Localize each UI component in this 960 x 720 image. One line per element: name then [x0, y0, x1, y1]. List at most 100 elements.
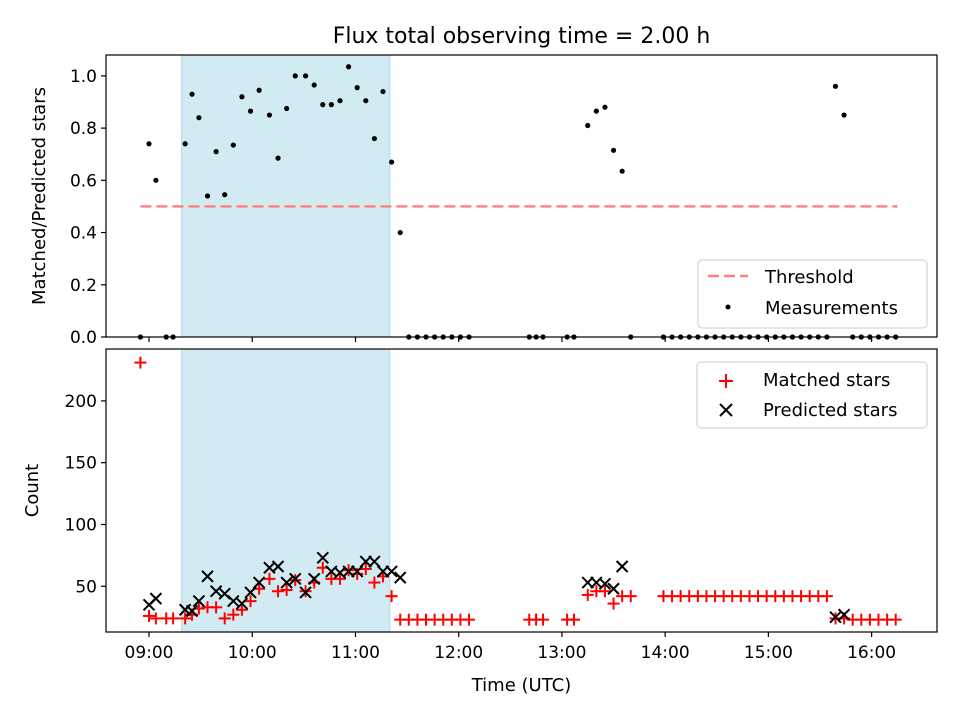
matched-star-point: [820, 590, 833, 603]
measurement-point: [397, 229, 403, 236]
predicted-star-point: [149, 592, 163, 605]
measurement-point: [239, 94, 245, 100]
top-axes-frame: [105, 54, 938, 338]
measurement-point: [585, 122, 591, 129]
bottom-y-axis-label: Count: [22, 464, 43, 517]
bottom-y-tick-label: 150: [65, 454, 97, 474]
measurement-point: [284, 105, 290, 112]
measurement-point: [619, 168, 625, 174]
predicted-star-point: [837, 608, 851, 621]
legend-threshold-label: Threshold: [764, 267, 854, 288]
top-y-tick-label: 0.0: [70, 328, 97, 348]
measurement-point: [182, 141, 188, 147]
legend-predicted-label: Predicted stars: [763, 400, 897, 421]
measurement-point: [354, 85, 360, 91]
matched-star-point: [143, 609, 156, 622]
predicted-star-point: [192, 594, 206, 608]
matched-star-point: [581, 588, 594, 601]
matched-star-point: [463, 613, 476, 626]
predicted-star-point: [307, 572, 321, 586]
x-axis-label: Time (UTC): [471, 675, 572, 696]
top-y-tick-label: 1.0: [70, 67, 97, 87]
bottom-legend: Matched stars Predicted stars: [696, 361, 928, 429]
predicted-star-point: [235, 597, 249, 610]
measurement-point: [320, 102, 326, 108]
predicted-star-point: [209, 585, 223, 598]
top-legend: Threshold Measurements: [697, 259, 928, 329]
predicted-star-point: [829, 610, 842, 624]
matched-star-point: [149, 612, 162, 625]
predicted-star-point: [271, 560, 285, 573]
matched-star-point: [167, 612, 180, 625]
legend-measurements-label: Measurements: [765, 298, 898, 319]
measurement-point: [266, 112, 273, 118]
predicted-star-point: [280, 576, 293, 589]
measurement-point: [153, 177, 159, 183]
x-tick-label: 12:00: [434, 643, 483, 663]
legend-matched-label: Matched stars: [763, 370, 890, 391]
matched-stars-series: [134, 356, 902, 626]
top-y-tick-label: 0.6: [70, 171, 97, 191]
predicted-star-point: [252, 576, 266, 589]
bottom-y-axis-ticks: 50 100 150 200: [65, 392, 106, 597]
top-y-tick-label: 0.8: [70, 119, 97, 139]
bottom-x-axis-ticks: 09:00 10:00 11:00 12:00 13:00 14:00 15:00 16:00: [125, 632, 896, 663]
measurement-point: [302, 73, 309, 79]
bottom-panel: 50 100 150 200 09:00 10:00 11:00 12:00 13:00 14:…: [22, 348, 938, 696]
predicted-star-point: [615, 560, 629, 573]
measurement-point: [275, 155, 281, 161]
matched-star-point: [244, 595, 257, 608]
matched-star-point: [235, 603, 248, 616]
measurement-point: [247, 108, 254, 114]
measurement-point: [593, 108, 599, 114]
matched-star-point: [272, 585, 285, 598]
top-y-tick-label: 0.4: [70, 224, 97, 244]
matched-star-point: [218, 612, 231, 625]
chart-title: Flux total observing time = 2.00 h: [333, 24, 711, 49]
matched-star-point: [134, 356, 147, 369]
measurement-point: [213, 149, 219, 155]
measurement-point: [380, 88, 386, 95]
predicted-star-point: [201, 570, 214, 583]
bottom-axes-frame: [105, 348, 938, 633]
matched-star-point: [537, 613, 550, 626]
matched-star-point: [210, 601, 223, 614]
predicted-star-point: [607, 582, 620, 595]
measurement-point: [610, 147, 617, 153]
measurement-point: [389, 159, 395, 165]
matched-star-point: [598, 585, 611, 598]
predicted-star-point: [385, 565, 398, 578]
top-legend-box: [697, 259, 928, 329]
predicted-star-point: [244, 586, 257, 599]
matched-star-point: [280, 583, 293, 596]
matched-star-point: [889, 613, 902, 626]
top-y-axis-ticks: 0.0 0.2 0.4 0.6 0.8 1.0: [70, 67, 106, 348]
top-x-axis-ticks: [148, 337, 873, 342]
matched-star-point: [385, 590, 398, 603]
matched-star-point: [333, 572, 346, 585]
matched-star-point: [359, 562, 372, 575]
bottom-y-tick-label: 50: [75, 577, 97, 597]
matched-star-point: [227, 608, 240, 621]
measurement-point: [345, 64, 352, 70]
matched-star-point: [179, 612, 192, 625]
matched-star-point: [368, 576, 381, 589]
matched-star-point: [607, 597, 620, 610]
predicted-star-point: [316, 551, 329, 565]
predicted-star-point: [598, 577, 612, 591]
measurement-point: [189, 91, 195, 97]
measurement-point: [196, 115, 202, 121]
predicted-star-point: [350, 565, 364, 578]
measurement-point: [841, 112, 847, 118]
legend-predicted-swatch: [719, 403, 733, 417]
x-tick-label: 14:00: [641, 643, 690, 663]
x-tick-label: 11:00: [331, 643, 380, 663]
x-tick-label: 16:00: [847, 643, 896, 663]
legend-measurements-swatch: [725, 304, 731, 310]
measurement-point: [311, 82, 317, 88]
predicted-stars-series: [142, 551, 851, 624]
x-tick-label: 15:00: [744, 643, 793, 663]
measurement-point: [292, 73, 298, 79]
observing-span-top: [181, 54, 391, 338]
